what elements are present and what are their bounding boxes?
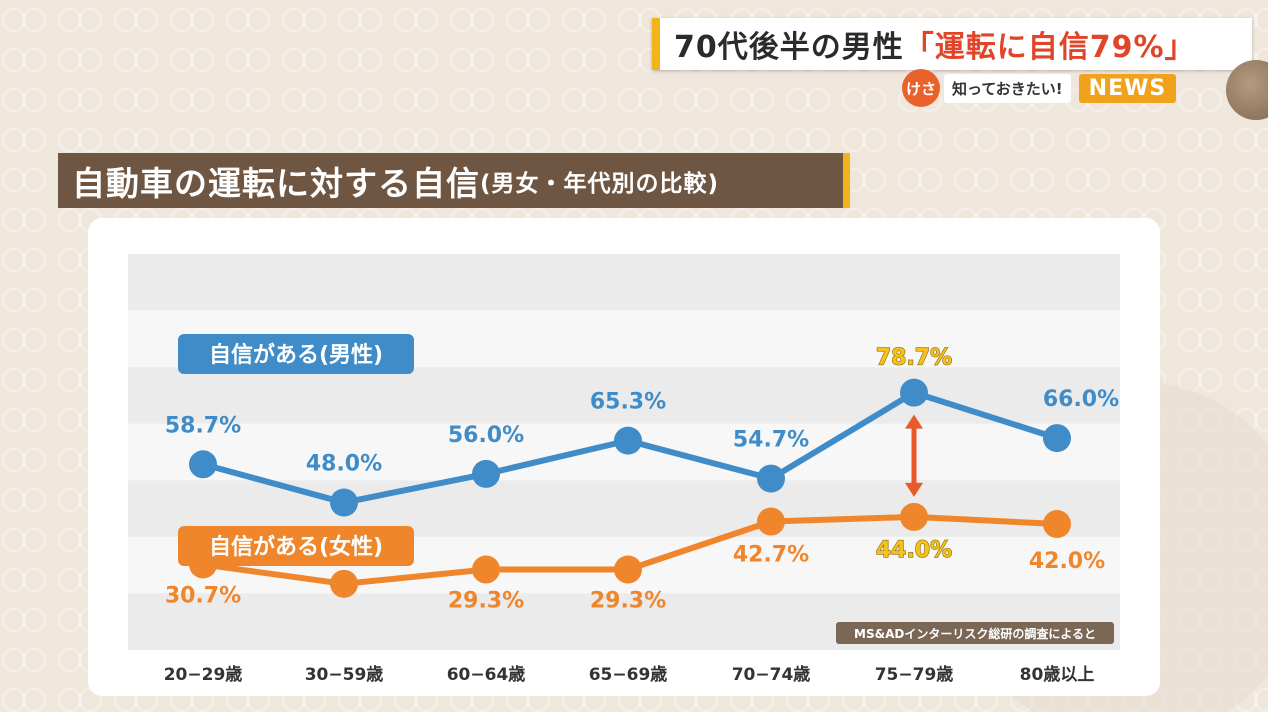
legend-male-box xyxy=(178,334,414,374)
data-label: 29.3% xyxy=(448,589,524,614)
legend-female-box xyxy=(178,526,414,566)
data-label: 56.0% xyxy=(448,423,524,448)
data-point xyxy=(472,459,500,488)
grid-band xyxy=(128,254,1120,311)
source-note: MS&ADインターリスク総研の調査によると xyxy=(854,626,1096,641)
data-label: 42.0% xyxy=(1029,549,1105,574)
headline-highlight-text: 「運転に自信79%」 xyxy=(903,30,1196,65)
comparison-arrow-head-up xyxy=(905,414,923,429)
news-label: NEWS xyxy=(1078,73,1177,103)
data-label: 30.7% xyxy=(165,583,241,608)
legend-female-label: 自信がある(女性) xyxy=(209,534,383,560)
chart-title: 自動車の運転に対する自信 xyxy=(72,163,480,203)
grid-band xyxy=(128,367,1120,424)
data-point xyxy=(189,450,217,479)
data-label: 48.0% xyxy=(306,452,382,477)
data-label: 66.0% xyxy=(1043,387,1119,412)
x-tick-label: 20−29歳 xyxy=(164,664,243,685)
x-tick-label: 70−74歳 xyxy=(732,664,811,685)
x-tick-label: 65−69歳 xyxy=(589,664,668,685)
corner-decoration xyxy=(1226,60,1268,120)
program-tagline: 知っておきたい! xyxy=(944,73,1071,103)
data-point xyxy=(757,507,785,536)
headline-banner: 70代後半の男性 「運転に自信79%」 xyxy=(652,18,1252,70)
data-label: 29.3% xyxy=(590,589,666,614)
data-label: 42.7% xyxy=(733,543,809,568)
chart-card: 20−29歳 30−59歳 60−64歳 65−69歳 70−74歳 75−79歳 80歳以… xyxy=(88,218,1160,696)
data-point xyxy=(614,555,642,584)
chart-subtitle: (男女・年代別の比較) xyxy=(480,170,720,197)
x-tick-label: 30−59歳 xyxy=(305,664,384,685)
data-point xyxy=(472,555,500,584)
data-label: 58.7% xyxy=(165,413,241,438)
data-label-highlight: 78.7% xyxy=(876,346,952,371)
x-tick-label: 60−64歳 xyxy=(447,664,526,685)
data-label-highlight: 44.0% xyxy=(876,538,952,563)
source-note-box xyxy=(836,622,1114,644)
data-point xyxy=(614,426,642,455)
data-point xyxy=(900,502,928,531)
program-logo: けさ xyxy=(902,69,940,107)
data-point xyxy=(900,378,928,407)
data-point xyxy=(1043,510,1071,539)
x-tick-label: 75−79歳 xyxy=(875,664,954,685)
data-label: 65.3% xyxy=(590,390,666,415)
data-point xyxy=(1043,424,1071,453)
data-label: 54.7% xyxy=(733,428,809,453)
x-tick-label: 80歳以上 xyxy=(1020,664,1095,685)
legend-male-label: 自信がある(男性) xyxy=(209,342,383,368)
line-chart: 20−29歳 30−59歳 60−64歳 65−69歳 70−74歳 75−79歳 80歳以… xyxy=(128,254,1120,685)
data-point xyxy=(330,569,358,598)
program-branding: けさ 知っておきたい! NEWS xyxy=(902,69,1177,107)
headline-main-text: 70代後半の男性 xyxy=(674,30,904,65)
chart-title-banner: 自動車の運転に対する自信 (男女・年代別の比較) xyxy=(58,153,850,208)
data-point xyxy=(330,488,358,517)
comparison-arrow-head-down xyxy=(905,482,923,497)
data-point xyxy=(757,464,785,493)
